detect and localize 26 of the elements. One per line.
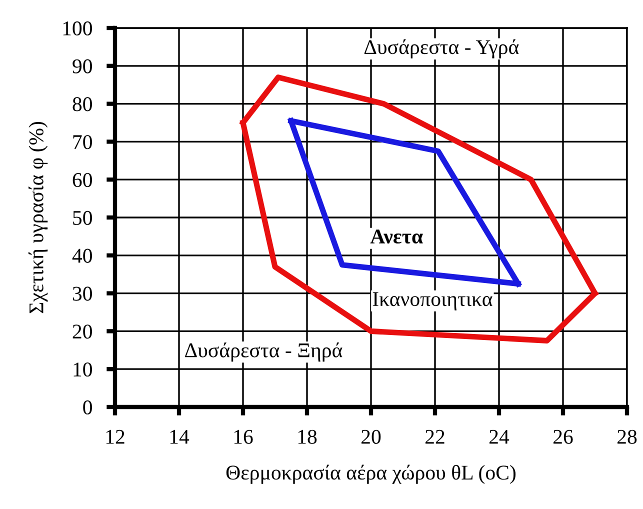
x-tick-label: 26 — [554, 430, 573, 444]
x-tick-label: 20 — [362, 430, 381, 444]
x-tick-label: 28 — [618, 430, 637, 444]
x-axis-title: Θερμοκρασία αέρα χώρου θL (oC) — [226, 464, 516, 484]
annotation: Δυσάρεστα - Υγρά — [364, 39, 519, 58]
x-tick-label: 24 — [490, 430, 510, 444]
x-tick-label: 22 — [426, 430, 444, 444]
annotation: Ανετα — [370, 230, 423, 244]
annotation: Δυσάρεστα - Ξηρά — [185, 342, 342, 362]
y-tick-label: 0 — [83, 400, 92, 414]
x-tick-label: 12 — [106, 430, 124, 444]
y-tick-label: 60 — [72, 172, 92, 188]
y-tick-label: 50 — [73, 210, 92, 225]
y-tick-label: 90 — [72, 59, 92, 74]
x-tick-label: 18 — [298, 430, 317, 444]
x-tick-label: 16 — [234, 430, 253, 444]
annotation: Ικανοποιητικα — [372, 292, 492, 310]
y-tick-label: 100 — [63, 21, 92, 36]
y-tick-label: 10 — [74, 362, 92, 377]
y-tick-label: 20 — [72, 324, 92, 339]
x-tick-label: 14 — [170, 430, 190, 444]
y-axis-title: Σχετική υγρασία φ (%) — [28, 122, 48, 314]
y-tick-label: 30 — [72, 286, 92, 301]
y-tick-label: 70 — [73, 135, 92, 150]
y-tick-label: 80 — [72, 97, 92, 112]
y-tick-label: 40 — [72, 248, 92, 263]
